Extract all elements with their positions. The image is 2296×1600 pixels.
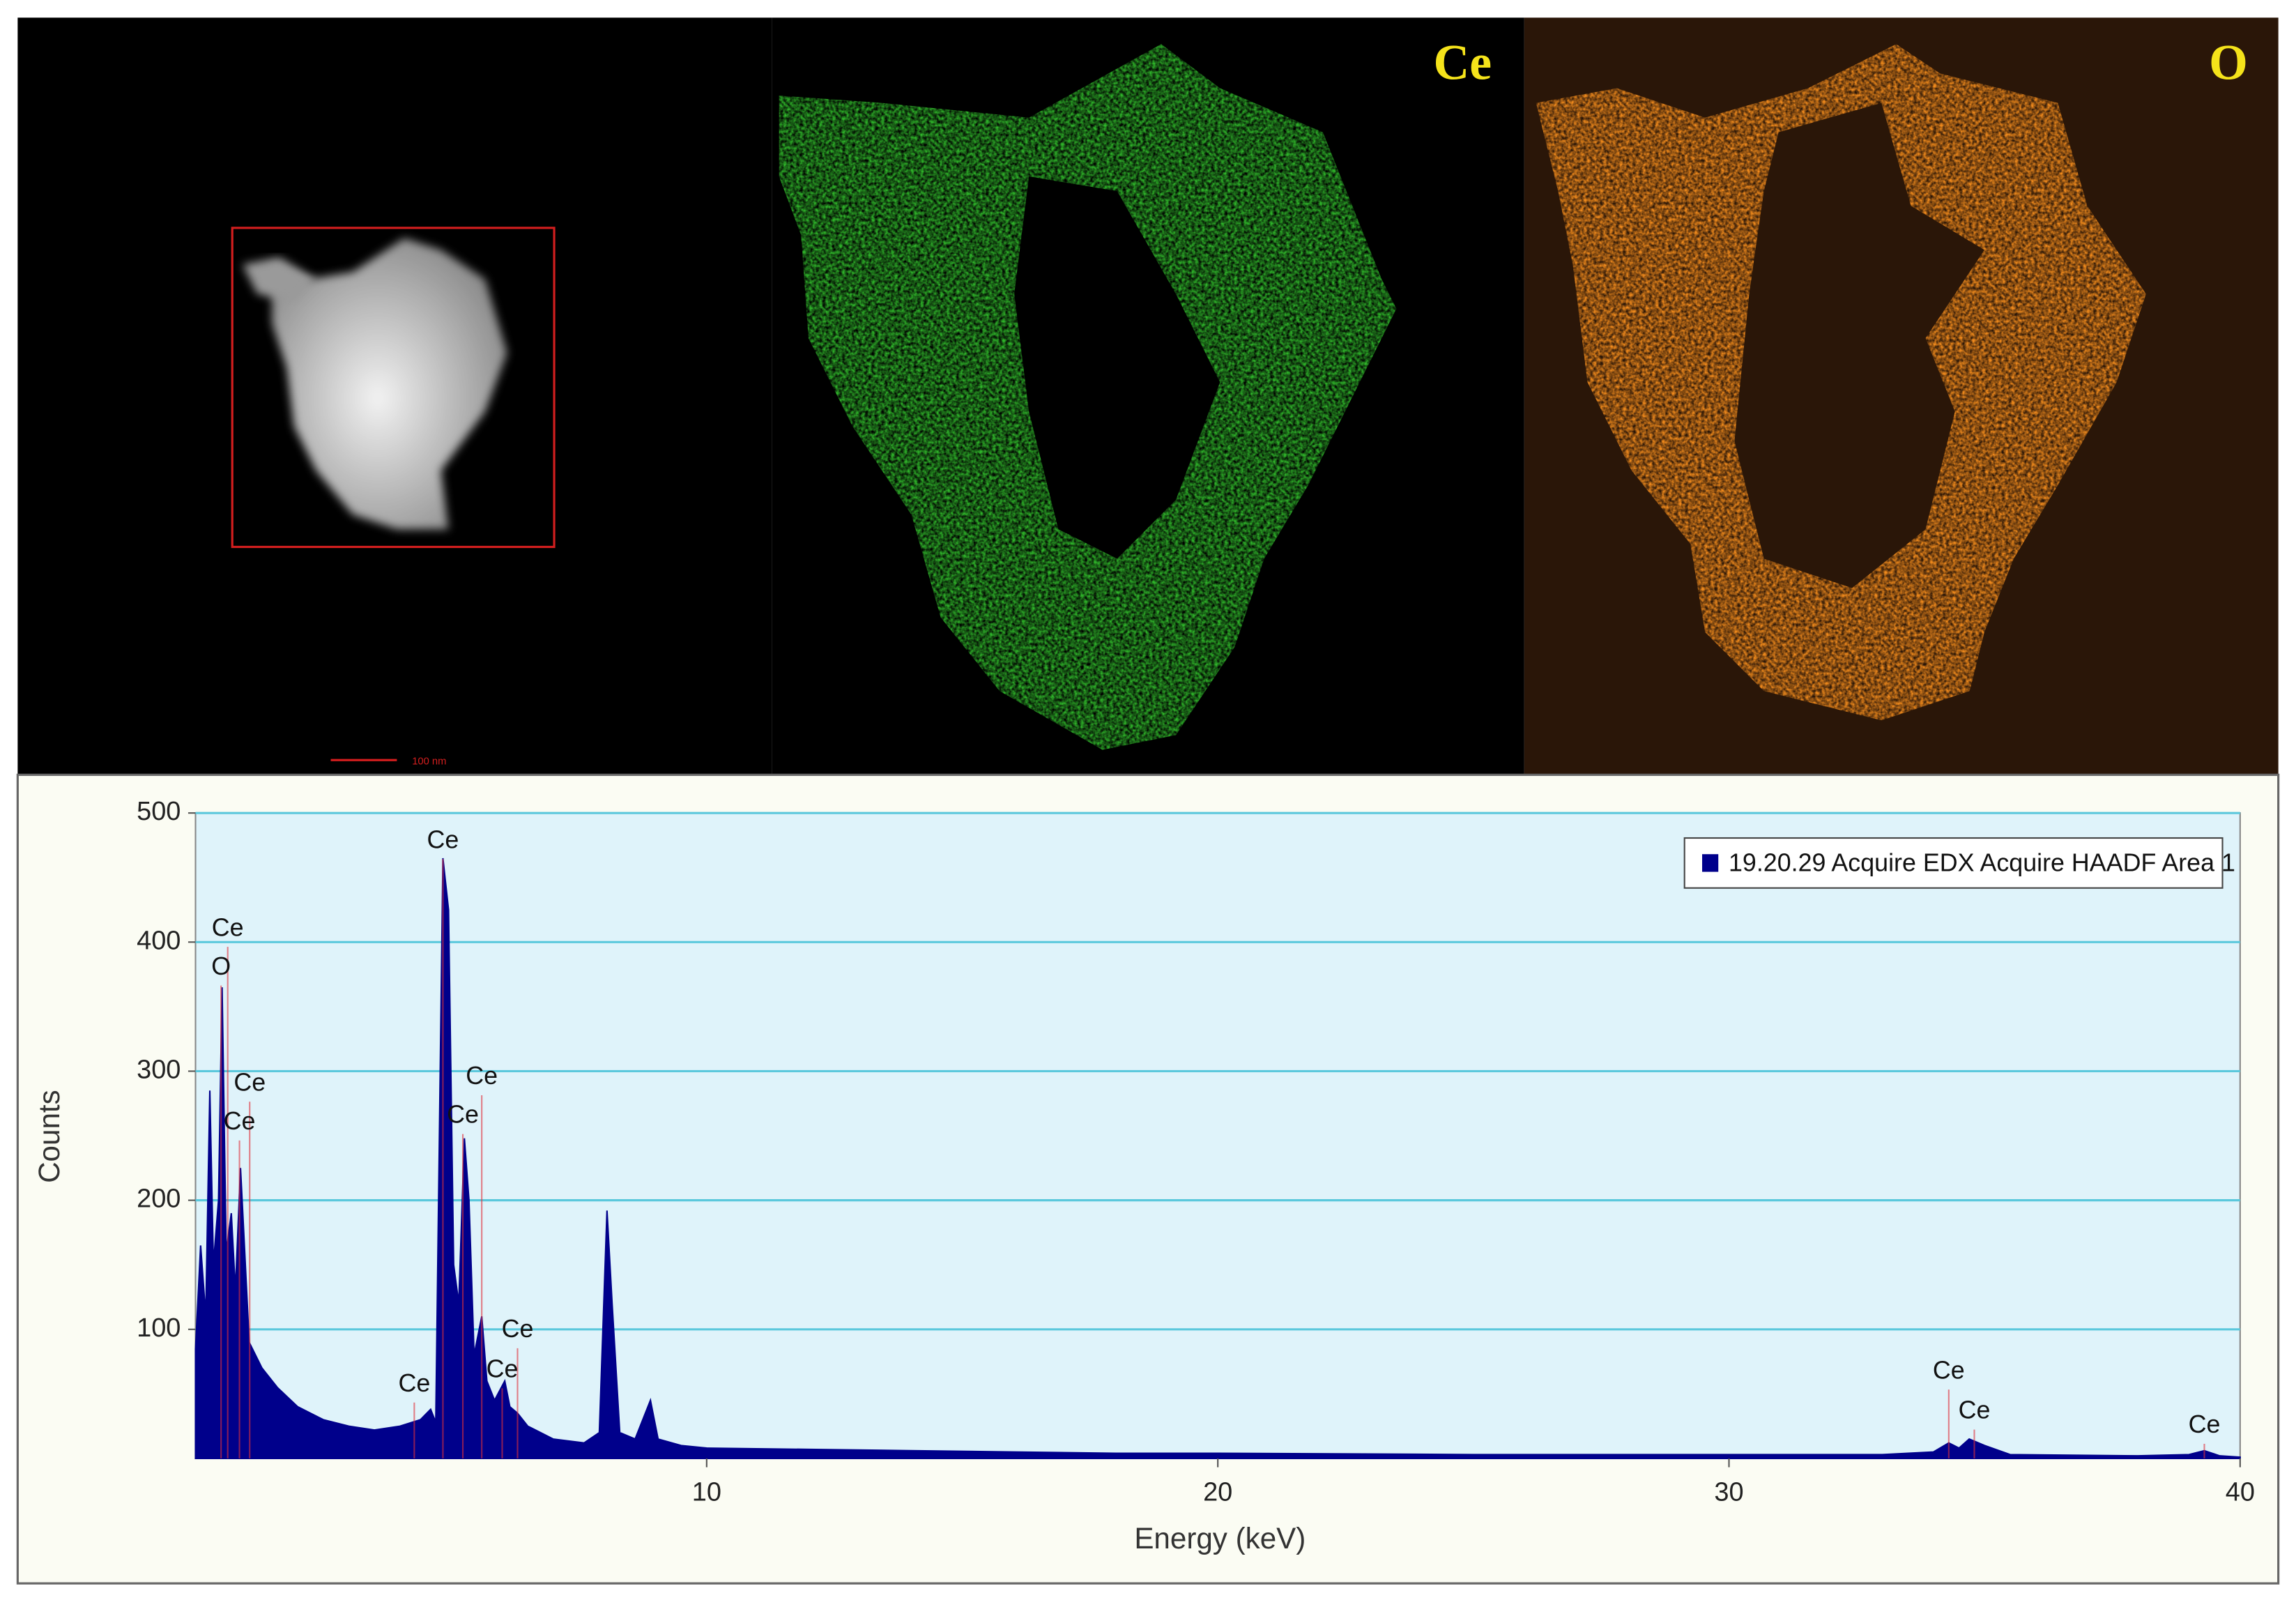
map-label: Ce xyxy=(1433,34,1492,90)
peak-label: Ce xyxy=(466,1062,498,1090)
particle-fragment xyxy=(242,257,316,302)
legend-label: 19.20.29 Acquire EDX Acquire HAADF Area … xyxy=(1729,848,2235,876)
peak-label: Ce xyxy=(1959,1396,1991,1424)
y-tick-label: 500 xyxy=(137,797,181,826)
x-tick-label: 30 xyxy=(1714,1478,1743,1507)
spectrum-area xyxy=(194,858,2241,1459)
peak-label: Ce xyxy=(2189,1410,2221,1438)
y-tick-label: 300 xyxy=(137,1055,181,1084)
map-label: O xyxy=(2209,34,2248,90)
peak-label: Ce xyxy=(234,1068,266,1096)
peak-label: Ce xyxy=(1933,1356,1965,1384)
peak-label: Ce xyxy=(212,913,244,941)
legend-swatch xyxy=(1702,854,1719,872)
peak-label: Ce xyxy=(398,1369,430,1397)
y-tick-label: 100 xyxy=(137,1313,181,1343)
ce-distribution xyxy=(779,44,1397,750)
y-tick-label: 400 xyxy=(137,926,181,955)
peak-label: O xyxy=(211,952,231,980)
x-axis-label: Energy (keV) xyxy=(1134,1522,1306,1555)
o-distribution xyxy=(1536,44,2146,721)
plot-area xyxy=(194,812,2241,1459)
y-axis-label: Counts xyxy=(33,1090,66,1183)
x-tick-label: 20 xyxy=(1203,1478,1232,1507)
peak-label: Ce xyxy=(224,1107,256,1135)
peak-label: Ce xyxy=(447,1101,479,1129)
peak-label: Ce xyxy=(502,1315,534,1343)
legend-box xyxy=(1683,837,2224,889)
peak-label: Ce xyxy=(487,1355,519,1382)
x-tick-label: 10 xyxy=(692,1478,721,1507)
peak-label: Ce xyxy=(427,825,459,853)
scale-bar-label: 100 nm xyxy=(412,756,446,767)
selection-box xyxy=(231,227,556,549)
x-tick-label: 40 xyxy=(2226,1478,2255,1507)
particle xyxy=(272,238,507,530)
y-tick-label: 200 xyxy=(137,1184,181,1214)
